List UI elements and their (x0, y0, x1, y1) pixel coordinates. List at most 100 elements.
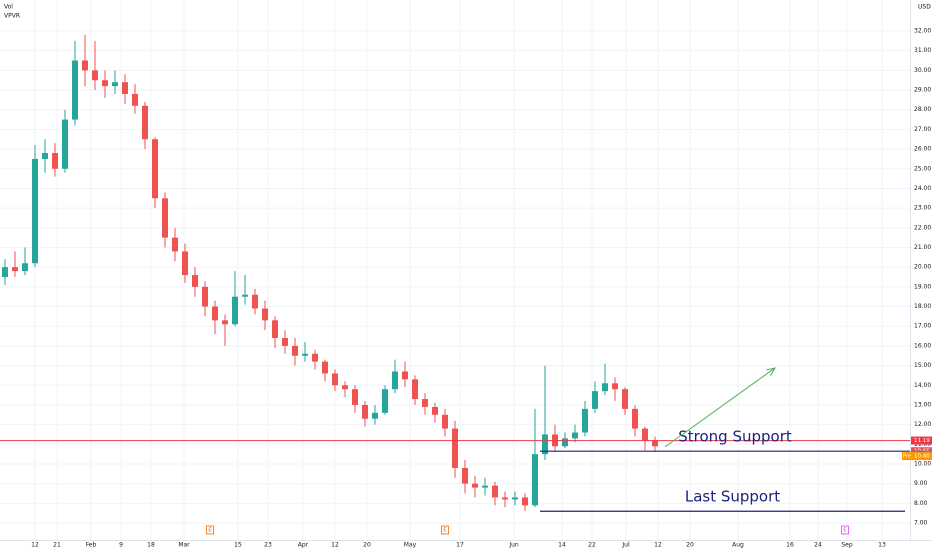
x-tick-label: 16 (786, 542, 794, 549)
candle-body (242, 294, 248, 297)
candle-body (422, 399, 428, 407)
candle-body (502, 497, 508, 500)
x-tick-label: 12 (654, 542, 662, 549)
candle-body (562, 438, 568, 447)
x-tick-label: 20 (686, 542, 694, 549)
arrow-head (766, 367, 777, 376)
candle-body (392, 371, 398, 390)
candle-body (372, 412, 378, 419)
candle-body (382, 389, 388, 413)
candle-body (472, 483, 478, 488)
candle-body (612, 383, 618, 390)
candle-body (272, 320, 278, 339)
candle-body (322, 361, 328, 374)
y-tick-label: 26.00 (914, 146, 931, 153)
candle-body (212, 306, 218, 321)
candle-body (622, 389, 628, 409)
candle-body (352, 389, 358, 405)
candle-body (252, 294, 258, 309)
candle-body (462, 467, 468, 484)
y-tick-label: 32.00 (914, 27, 931, 34)
y-tick-label: 16.00 (914, 342, 931, 349)
candle-body (312, 353, 318, 362)
y-tick-label: 18.00 (914, 303, 931, 310)
pre-tag-label: Pre (903, 454, 911, 460)
support-label: Last Support (685, 488, 780, 506)
candle-body (482, 485, 488, 488)
candle-body (132, 93, 138, 106)
candle-body (572, 432, 578, 439)
candle-body (172, 237, 178, 252)
candle-body (282, 338, 288, 346)
x-tick-label: Feb (86, 542, 97, 549)
candle-body (432, 406, 438, 415)
y-tick-label: 29.00 (914, 87, 931, 94)
y-tick-label: 22.00 (914, 224, 931, 231)
event-marker (841, 525, 849, 535)
y-tick-label: 23.00 (914, 205, 931, 212)
candle-body (642, 428, 648, 441)
y-tick-label: 14.00 (914, 382, 931, 389)
x-tick-label: 15 (234, 542, 242, 549)
candle-body (452, 428, 458, 468)
y-tick-label: 27.00 (914, 126, 931, 133)
candle-body (232, 296, 238, 325)
x-tick-label: 9 (119, 542, 123, 549)
candle-body (152, 139, 158, 199)
y-tick-label: 24.00 (914, 185, 931, 192)
x-tick-label: 14 (558, 542, 566, 549)
candle-body (342, 385, 348, 390)
pre-tag (902, 452, 911, 461)
candle-body (522, 497, 528, 506)
support-label: Strong Support (678, 428, 792, 446)
plot: Strong Support Last Support (0, 34, 910, 512)
price-tag-label: 10.40 (914, 454, 930, 460)
candle-body (52, 153, 58, 169)
candle-body (442, 414, 448, 429)
candle-body (2, 267, 8, 278)
y-tick-label: 17.00 (914, 323, 931, 330)
x-tick-label: 17 (456, 542, 464, 549)
candle-body (32, 158, 38, 264)
candle-body (582, 408, 588, 433)
candle-body (122, 82, 128, 94)
y-tick-label: 25.00 (914, 165, 931, 172)
y-tick-label: 7.00 (914, 520, 928, 527)
x-tick-label: Jul (621, 542, 630, 549)
candle-body (302, 353, 308, 356)
candle-body (42, 153, 48, 159)
candle-body (162, 198, 168, 238)
x-tick-label: 20 (363, 542, 371, 549)
x-tick-label: 13 (878, 542, 886, 549)
indicator-label: Vol (4, 4, 13, 11)
x-tick-label: 12 (31, 542, 39, 549)
candle-body (142, 105, 148, 140)
x-tick-label: 24 (814, 542, 822, 549)
candle-body (592, 391, 598, 409)
candle-body (512, 497, 518, 500)
candle-body (262, 308, 268, 321)
y-tick-label: 13.00 (914, 401, 931, 408)
x-tick-label: May (404, 542, 417, 549)
x-tick-label: Aug (732, 542, 744, 549)
y-tick-label: 8.00 (914, 500, 928, 507)
y-tick-label: 31.00 (914, 47, 931, 54)
candle-body (632, 408, 638, 429)
candle-body (22, 263, 28, 272)
candle-body (12, 267, 18, 272)
y-tick-label: 28.00 (914, 106, 931, 113)
candle-body (602, 383, 608, 392)
candle-body (652, 440, 658, 447)
x-tick-label: 12 (331, 542, 339, 549)
candle-body (412, 379, 418, 400)
candle-body (362, 404, 368, 419)
candle-body (72, 60, 78, 120)
price-tag-label: 11.19 (914, 438, 930, 444)
event-label: E (208, 528, 212, 534)
y-tick-label: 19.00 (914, 283, 931, 290)
y-tick-label: 9.00 (914, 480, 928, 487)
candle-body (532, 454, 538, 506)
candle-body (192, 275, 198, 287)
